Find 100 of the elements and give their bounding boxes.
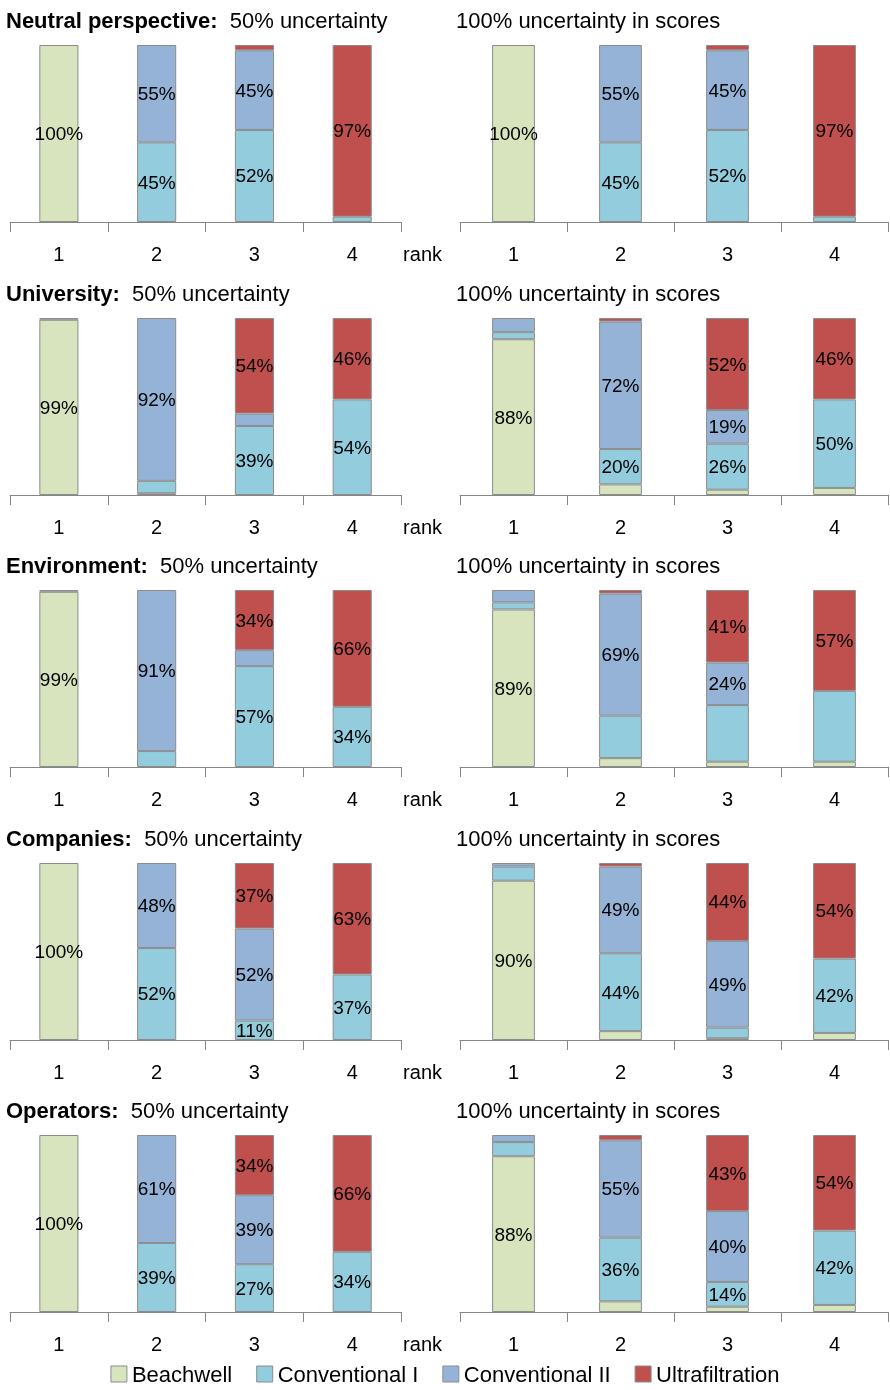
data-label: 91% [137,660,176,682]
x-tick-label: 2 [151,1061,163,1083]
x-tick-label: 4 [346,1061,358,1083]
data-label: 55% [601,1178,640,1200]
legend-label: Ultrafiltration [656,1361,780,1387]
data-label: 45% [137,171,176,193]
data-label: 54% [333,436,372,458]
x-tick-label: 4 [828,1061,841,1083]
data-label: 37% [235,885,274,907]
x-tick-label: 2 [151,516,163,538]
data-label: 99% [39,396,78,418]
data-label: 97% [815,120,854,142]
x-axis-title: rank [403,788,443,810]
data-label: 41% [708,615,747,637]
data-label: 45% [601,171,640,193]
data-label: 61% [137,1178,176,1200]
legend-label: Conventional I [277,1361,419,1387]
data-label: 27% [235,1277,274,1299]
data-label: 54% [235,355,274,377]
data-label: 57% [815,629,854,651]
x-tick-label: 3 [721,1061,734,1083]
x-tick-label: 2 [614,1061,627,1083]
chart-title: Operators: 50% uncertainty [6,1097,289,1123]
data-label: 100% [34,123,84,144]
data-label: 55% [137,83,176,105]
data-label: 50% [815,433,854,455]
x-tick-label: 3 [248,243,260,265]
data-label: 63% [333,908,372,930]
data-label: 57% [235,706,274,728]
data-label: 49% [601,899,640,921]
x-tick-label: 1 [507,1333,520,1355]
x-tick-label: 4 [346,516,358,538]
data-label: 24% [708,673,747,695]
data-label: 39% [235,449,274,471]
data-label: 45% [708,79,747,101]
x-tick-label: 3 [248,1061,260,1083]
x-tick-label: 4 [346,243,358,265]
data-label: 52% [235,964,274,986]
data-label: 44% [708,891,747,913]
data-label: 20% [601,456,640,478]
chart-title: Neutral perspective: 50% uncertainty [6,7,388,33]
data-label: 66% [333,1182,372,1204]
data-label: 48% [137,894,176,916]
x-tick-label: 1 [53,516,65,538]
data-label: 92% [137,388,176,410]
data-label: 19% [708,416,747,438]
x-tick-label: 2 [614,243,627,265]
x-tick-label: 1 [53,1333,65,1355]
chart-title: 100% uncertainty in scores [456,1097,721,1123]
legend-label: Beachwell [131,1361,233,1387]
data-label: 69% [601,644,640,666]
data-label: 49% [708,973,747,995]
data-label: 37% [333,996,372,1018]
chart-title: 100% uncertainty in scores [456,825,721,851]
data-label: 34% [333,726,372,748]
x-axis-title: rank [403,1061,443,1083]
data-label: 39% [137,1266,176,1288]
chart-title: 100% uncertainty in scores [456,552,721,578]
data-label: 52% [708,165,747,187]
x-tick-label: 3 [721,243,734,265]
x-tick-label: 1 [507,1061,520,1083]
x-tick-label: 3 [248,788,260,810]
data-label: 14% [708,1283,747,1305]
chart-title: 100% uncertainty in scores [456,7,721,33]
data-label: 88% [494,1223,533,1245]
data-label: 40% [708,1236,747,1258]
data-label: 34% [235,1154,274,1176]
data-label: 42% [815,985,854,1007]
x-tick-label: 4 [828,788,841,810]
x-tick-label: 2 [614,516,627,538]
x-axis-title: rank [403,516,443,538]
data-label: 34% [235,609,274,631]
x-tick-label: 1 [507,243,520,265]
x-tick-label: 1 [53,243,65,265]
x-tick-label: 2 [151,788,163,810]
data-label: 72% [601,374,640,396]
x-tick-label: 4 [828,243,841,265]
x-tick-label: 2 [151,243,163,265]
x-tick-label: 1 [507,788,520,810]
x-tick-label: 3 [721,788,734,810]
data-label: 46% [333,348,372,370]
data-label: 52% [137,983,176,1005]
data-label: 36% [601,1259,640,1281]
chart-title: 100% uncertainty in scores [456,280,721,306]
legend-label: Conventional II [463,1361,611,1387]
data-label: 90% [494,949,533,971]
x-tick-label: 4 [346,1333,358,1355]
chart-title: Companies: 50% uncertainty [6,825,302,851]
x-axis-title: rank [403,1333,443,1355]
x-tick-label: 4 [346,788,358,810]
data-label: 42% [815,1257,854,1279]
x-tick-label: 2 [151,1333,163,1355]
data-label: 52% [708,353,747,375]
data-label: 66% [333,637,372,659]
chart-title: Environment: 50% uncertainty [6,552,318,578]
x-tick-label: 4 [828,516,841,538]
data-label: 39% [235,1219,274,1241]
data-label: 89% [494,677,533,699]
data-label: 97% [333,120,372,142]
data-label: 54% [815,1172,854,1194]
